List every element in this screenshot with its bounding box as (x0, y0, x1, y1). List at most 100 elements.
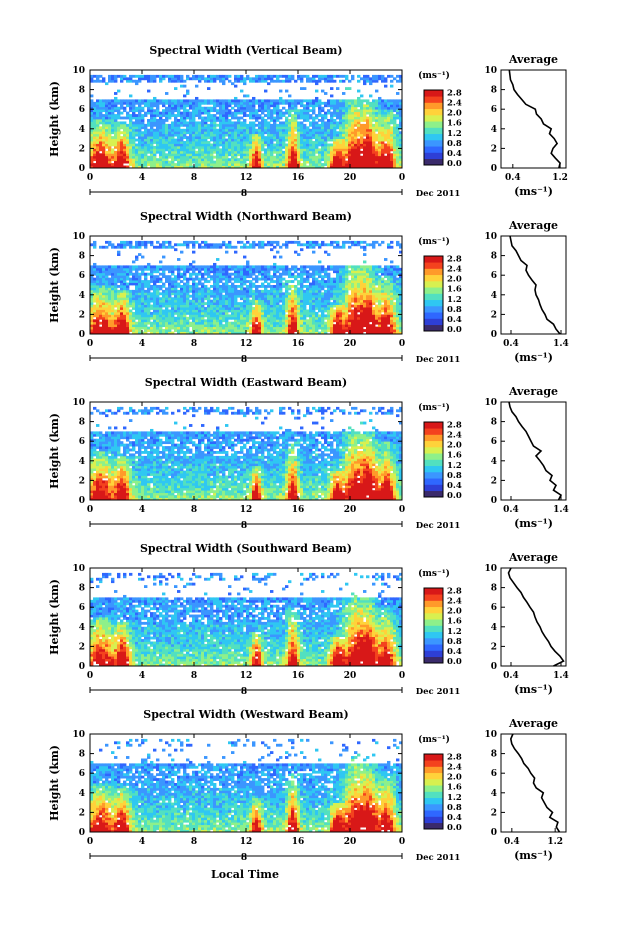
heatmap-cell (147, 131, 150, 134)
heatmap-cell (228, 153, 231, 156)
heatmap-cell (246, 126, 249, 129)
heatmap-cell (258, 109, 261, 112)
heatmap-cell (111, 124, 114, 127)
heatmap-cell (207, 305, 210, 308)
heatmap-cell (120, 161, 123, 164)
heatmap-cell (141, 297, 144, 300)
heatmap-cell (327, 134, 330, 137)
heatmap-cell (210, 268, 213, 271)
heatmap-cell (117, 285, 120, 288)
heatmap-cell (357, 117, 360, 120)
heatmap-cell (117, 144, 120, 147)
heatmap-cell (120, 270, 123, 273)
heatmap-cell (219, 124, 222, 127)
colorbar-tick-label: 2.4 (447, 99, 462, 109)
heatmap-cell (351, 144, 354, 147)
heatmap-cell (189, 102, 192, 105)
heatmap-cell (243, 283, 246, 286)
heatmap-cell (183, 161, 186, 164)
heatmap-cell (96, 117, 99, 120)
heatmap-cell (339, 131, 342, 134)
heatmap-cell (366, 99, 369, 102)
heatmap-cell (345, 131, 348, 134)
heatmap-cell (378, 75, 381, 78)
heatmap-cell (348, 161, 351, 164)
heatmap-cell (351, 148, 354, 151)
heatmap-cell (207, 319, 210, 322)
heatmap-cell (222, 109, 225, 112)
heatmap-cell (102, 117, 105, 120)
heatmap-cell (279, 273, 282, 276)
heatmap-cell (246, 99, 249, 102)
heatmap-cell (195, 307, 198, 310)
heatmap-cell (270, 153, 273, 156)
heatmap-cell (162, 322, 165, 325)
heatmap-cell (351, 126, 354, 129)
heatmap-cell (297, 151, 300, 154)
heatmap-cell (384, 163, 387, 166)
heatmap-cell (180, 85, 183, 88)
heatmap-cell (243, 297, 246, 300)
heatmap-cell (204, 310, 207, 313)
heatmap-cell (264, 265, 267, 268)
heatmap-cell (129, 283, 132, 286)
heatmap-cell (285, 139, 288, 142)
heatmap-cell (291, 121, 294, 124)
heatmap-cell (264, 297, 267, 300)
heatmap-cell (93, 307, 96, 310)
heatmap-cell (342, 80, 345, 83)
heatmap-cell (192, 243, 195, 246)
heatmap-cell (207, 77, 210, 80)
heatmap-cell (108, 241, 111, 244)
heatmap-cell (210, 77, 213, 80)
heatmap-cell (129, 241, 132, 244)
heatmap-cell (231, 246, 234, 249)
heatmap-cell (360, 112, 363, 115)
heatmap-cell (378, 161, 381, 164)
heatmap-cell (279, 144, 282, 147)
heatmap-cell (267, 243, 270, 246)
heatmap-cell (207, 136, 210, 139)
heatmap-cell (231, 317, 234, 320)
heatmap-cell (381, 109, 384, 112)
heatmap-cell (210, 153, 213, 156)
heatmap-cell (351, 117, 354, 120)
heatmap-cell (183, 121, 186, 124)
heatmap-cell (177, 312, 180, 315)
heatmap-cell (279, 268, 282, 271)
heatmap-cell (246, 246, 249, 249)
heatmap-cell (300, 148, 303, 151)
heatmap-cell (96, 285, 99, 288)
heatmap-cell (375, 102, 378, 105)
heatmap-cell (126, 278, 129, 281)
heatmap-cell (231, 314, 234, 317)
local-time-label: Local Time (211, 868, 279, 881)
heatmap-cell (231, 141, 234, 144)
heatmap-cell (243, 104, 246, 107)
heatmap-cell (150, 270, 153, 273)
heatmap-cell (201, 246, 204, 249)
heatmap-cell (390, 99, 393, 102)
heatmap-cell (300, 75, 303, 78)
heatmap-cell (138, 241, 141, 244)
heatmap-cell (210, 129, 213, 132)
heatmap-cell (186, 292, 189, 295)
heatmap-cell (201, 153, 204, 156)
heatmap-cell (366, 158, 369, 161)
heatmap-cell (186, 241, 189, 244)
heatmap-cell (174, 283, 177, 286)
heatmap-cell (135, 243, 138, 246)
heatmap-cell (108, 305, 111, 308)
heatmap-cell (93, 151, 96, 154)
heatmap-cell (138, 302, 141, 305)
heatmap-cell (174, 158, 177, 161)
heatmap-cell (243, 114, 246, 117)
heatmap-cell (348, 156, 351, 159)
heatmap-cell (237, 136, 240, 139)
heatmap-cell (132, 246, 135, 249)
heatmap-cell (162, 302, 165, 305)
heatmap-cell (294, 319, 297, 322)
heatmap-cell (318, 112, 321, 115)
heatmap-cell (147, 134, 150, 137)
heatmap-cell (267, 134, 270, 137)
